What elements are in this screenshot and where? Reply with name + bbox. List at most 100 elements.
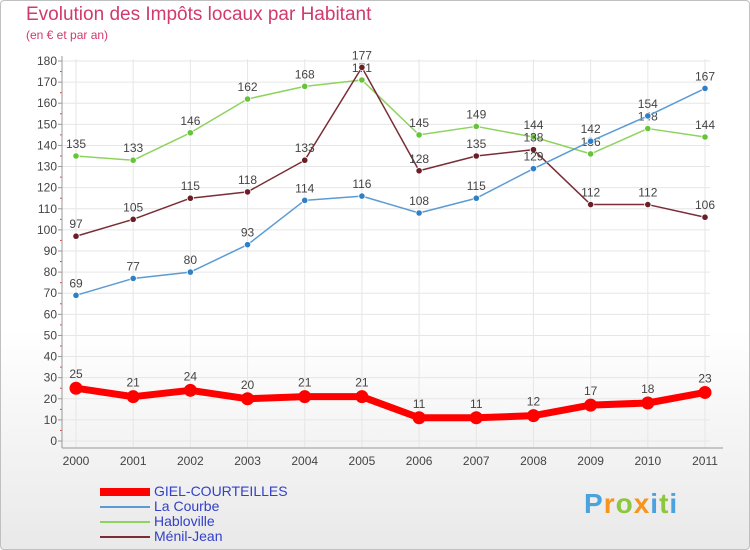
data-label-giel-courteilles: 11 [413,397,426,411]
data-point-menil-jean [415,167,423,175]
series-line-la-courbe [75,87,706,297]
data-point-giel-courteilles [412,411,426,425]
x-tick-label: 2011 [692,454,718,468]
series-line-giel-courteilles [72,384,709,422]
data-label-menil-jean: 105 [123,200,143,214]
data-label-habloville: 144 [695,118,715,132]
data-point-la-courbe [472,194,480,202]
data-point-la-courbe [243,241,252,249]
series-line-habloville [75,79,706,161]
data-point-la-courbe [415,209,423,217]
y-tick-label: 170 [37,75,57,89]
data-point-habloville [415,131,423,139]
data-point-la-courbe [358,192,366,200]
data-label-menil-jean: 106 [695,198,715,212]
data-point-menil-jean [243,188,252,196]
data-point-giel-courteilles [241,392,255,406]
legend-label-la-courbe: La Courbe [154,498,220,514]
data-point-giel-courteilles [584,398,598,412]
data-point-giel-courteilles [298,390,312,404]
x-tick-label: 2000 [63,454,90,468]
data-label-menil-jean: 128 [409,152,429,166]
x-tick-label: 2006 [406,454,433,468]
y-tick-label: 70 [44,286,58,300]
series-line-menil-jean [75,66,706,237]
data-label-la-courbe: 115 [467,179,486,193]
data-label-menil-jean: 177 [352,48,372,62]
data-point-menil-jean [186,194,194,202]
data-label-la-courbe: 114 [295,181,314,195]
y-tick-label: 110 [38,202,57,216]
data-point-habloville [644,124,652,133]
data-point-la-courbe [529,165,538,173]
data-label-giel-courteilles: 23 [698,371,712,385]
logo-letter: t [659,488,670,519]
data-label-menil-jean: 115 [181,179,200,193]
data-label-giel-courteilles: 11 [470,397,483,411]
y-tick-label: 50 [44,328,58,342]
data-label-habloville: 168 [295,67,315,81]
data-point-habloville [529,133,538,141]
y-tick-label: 40 [44,350,58,364]
data-label-menil-jean: 133 [295,141,315,155]
legend-label-habloville: Habloville [154,513,215,529]
data-point-habloville [72,152,80,160]
data-point-la-courbe [644,112,652,120]
data-label-giel-courteilles: 25 [69,367,83,381]
x-tick-label: 2001 [120,454,147,468]
data-label-menil-jean: 135 [466,137,486,151]
data-point-habloville [472,122,480,131]
x-tick-label: 2007 [463,454,490,468]
data-label-giel-courteilles: 20 [241,378,255,392]
data-label-menil-jean: 112 [581,186,600,200]
data-label-habloville: 144 [523,118,543,132]
logo-letter: x [633,488,651,519]
data-label-giel-courteilles: 21 [355,376,369,390]
data-point-la-courbe [129,274,137,283]
data-point-giel-courteilles [641,396,655,410]
data-point-habloville [243,95,252,103]
data-point-menil-jean [472,152,480,160]
logo-letter: i [669,488,679,519]
data-point-la-courbe [301,196,309,204]
logo-letter: P [584,488,604,519]
y-tick-label: 140 [37,138,57,152]
proxiti-logo: Proxiti [584,488,678,520]
data-point-giel-courteilles [183,383,197,397]
data-point-menil-jean [529,146,538,154]
data-point-menil-jean [701,213,709,221]
data-label-giel-courteilles: 21 [298,376,312,390]
y-tick-label: 130 [37,160,57,174]
x-tick-label: 2005 [349,454,376,468]
legend-swatch-la-courbe [100,506,150,508]
y-tick-label: 100 [37,223,57,237]
data-point-menil-jean [358,63,366,71]
y-tick-label: 30 [44,371,58,385]
data-point-habloville [701,133,709,141]
data-point-menil-jean [644,200,652,209]
data-label-habloville: 145 [409,116,429,130]
logo-letter: i [650,488,660,519]
data-label-habloville: 133 [123,141,143,155]
legend-swatch-habloville [100,521,150,523]
data-point-menil-jean [301,156,309,164]
data-label-la-courbe: 77 [127,259,141,273]
data-label-giel-courteilles: 17 [584,384,598,398]
data-point-habloville [129,156,137,164]
data-label-la-courbe: 154 [638,97,658,111]
data-label-menil-jean: 118 [238,173,257,187]
x-tick-label: 2009 [577,454,604,468]
data-label-la-courbe: 116 [352,177,371,191]
y-tick-label: 20 [44,392,58,406]
data-point-giel-courteilles [126,390,140,404]
x-tick-label: 2010 [634,454,661,468]
data-label-la-courbe: 80 [184,253,198,267]
chart-title: Evolution des Impôts locaux par Habitant [26,4,372,25]
data-point-giel-courteilles [698,385,712,399]
data-label-giel-courteilles: 18 [641,382,655,396]
data-label-giel-courteilles: 12 [527,395,541,409]
data-point-habloville [186,129,194,137]
legend-label-giel-courteilles: GIEL-COURTEILLES [154,483,288,499]
logo-letter: o [615,488,634,519]
legend-label-menil-jean: Ménil-Jean [154,528,223,544]
